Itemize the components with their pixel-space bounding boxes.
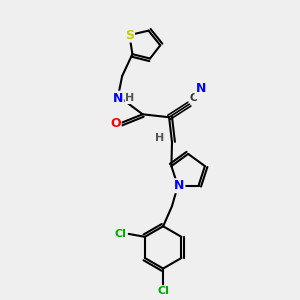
Text: H: H [125,93,135,103]
Text: Cl: Cl [115,229,126,239]
Text: Cl: Cl [157,286,169,296]
Text: N: N [196,82,206,95]
Text: N: N [174,179,184,192]
Text: N: N [112,92,123,105]
Text: S: S [125,28,134,42]
Text: C: C [189,93,197,103]
Text: O: O [110,117,121,130]
Text: H: H [155,133,164,143]
